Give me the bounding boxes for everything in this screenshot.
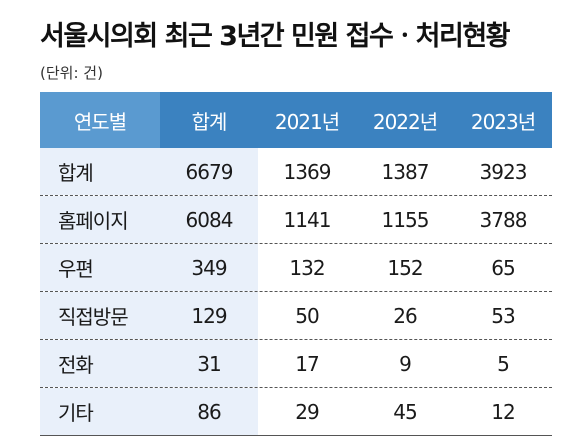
table-cell: 6084 [160, 196, 258, 243]
data-table: 연도별 합계 2021년 2022년 2023년 합계 6679 1369 1387 3… [40, 92, 552, 436]
table-row: 전화 31 17 9 5 [40, 340, 552, 388]
table-cell: 86 [160, 388, 258, 435]
table-cell: 65 [491, 255, 515, 280]
table-cell: 6679 [160, 148, 258, 195]
table-cell: 45 [393, 399, 417, 424]
table-cell: 5 [497, 351, 510, 376]
table-cell: 26 [393, 303, 417, 328]
row-label: 홈페이지 [40, 196, 160, 243]
table-cell: 29 [295, 399, 319, 424]
chart-title: 서울시의회 최근 3년간 민원 접수ㆍ처리현황 [40, 21, 511, 52]
row-label: 전화 [40, 340, 160, 387]
table-body: 합계 6679 1369 1387 3923 홈페이지 6084 1141 1155 3788 우편… [40, 148, 552, 436]
table-cell: 132 [289, 255, 325, 280]
header-cell-2023: 2023년 [470, 109, 536, 134]
table-row: 우편 349 132 152 65 [40, 244, 552, 292]
table-row: 직접방문 129 50 26 53 [40, 292, 552, 340]
table-cell: 50 [295, 303, 319, 328]
header-cell-2021: 2021년 [274, 109, 340, 134]
table-cell: 1369 [283, 159, 332, 184]
row-label: 합계 [40, 148, 160, 195]
table-cell: 349 [160, 244, 258, 291]
table-row: 합계 6679 1369 1387 3923 [40, 148, 552, 196]
table-cell: 9 [399, 351, 412, 376]
table-cell: 12 [491, 399, 515, 424]
table-row: 홈페이지 6084 1141 1155 3788 [40, 196, 552, 244]
header-cell-2022: 2022년 [372, 109, 438, 134]
table-cell: 3923 [479, 159, 528, 184]
table-row: 기타 86 29 45 12 [40, 388, 552, 436]
table-cell: 152 [387, 255, 423, 280]
table-cell: 31 [160, 340, 258, 387]
table-cell: 1387 [381, 159, 430, 184]
table-cell: 129 [160, 292, 258, 339]
table-cell: 17 [295, 351, 319, 376]
table-cell: 3788 [479, 207, 528, 232]
header-cell-category: 연도별 [40, 92, 160, 148]
table-cell: 53 [491, 303, 515, 328]
row-label: 우편 [40, 244, 160, 291]
row-label: 직접방문 [40, 292, 160, 339]
unit-label: (단위: 건) [40, 64, 103, 82]
table-cell: 1155 [381, 207, 430, 232]
row-label: 기타 [40, 388, 160, 435]
table-cell: 1141 [283, 207, 332, 232]
table-header: 연도별 합계 2021년 2022년 2023년 [40, 92, 552, 148]
header-cell-total: 합계 [191, 109, 228, 134]
